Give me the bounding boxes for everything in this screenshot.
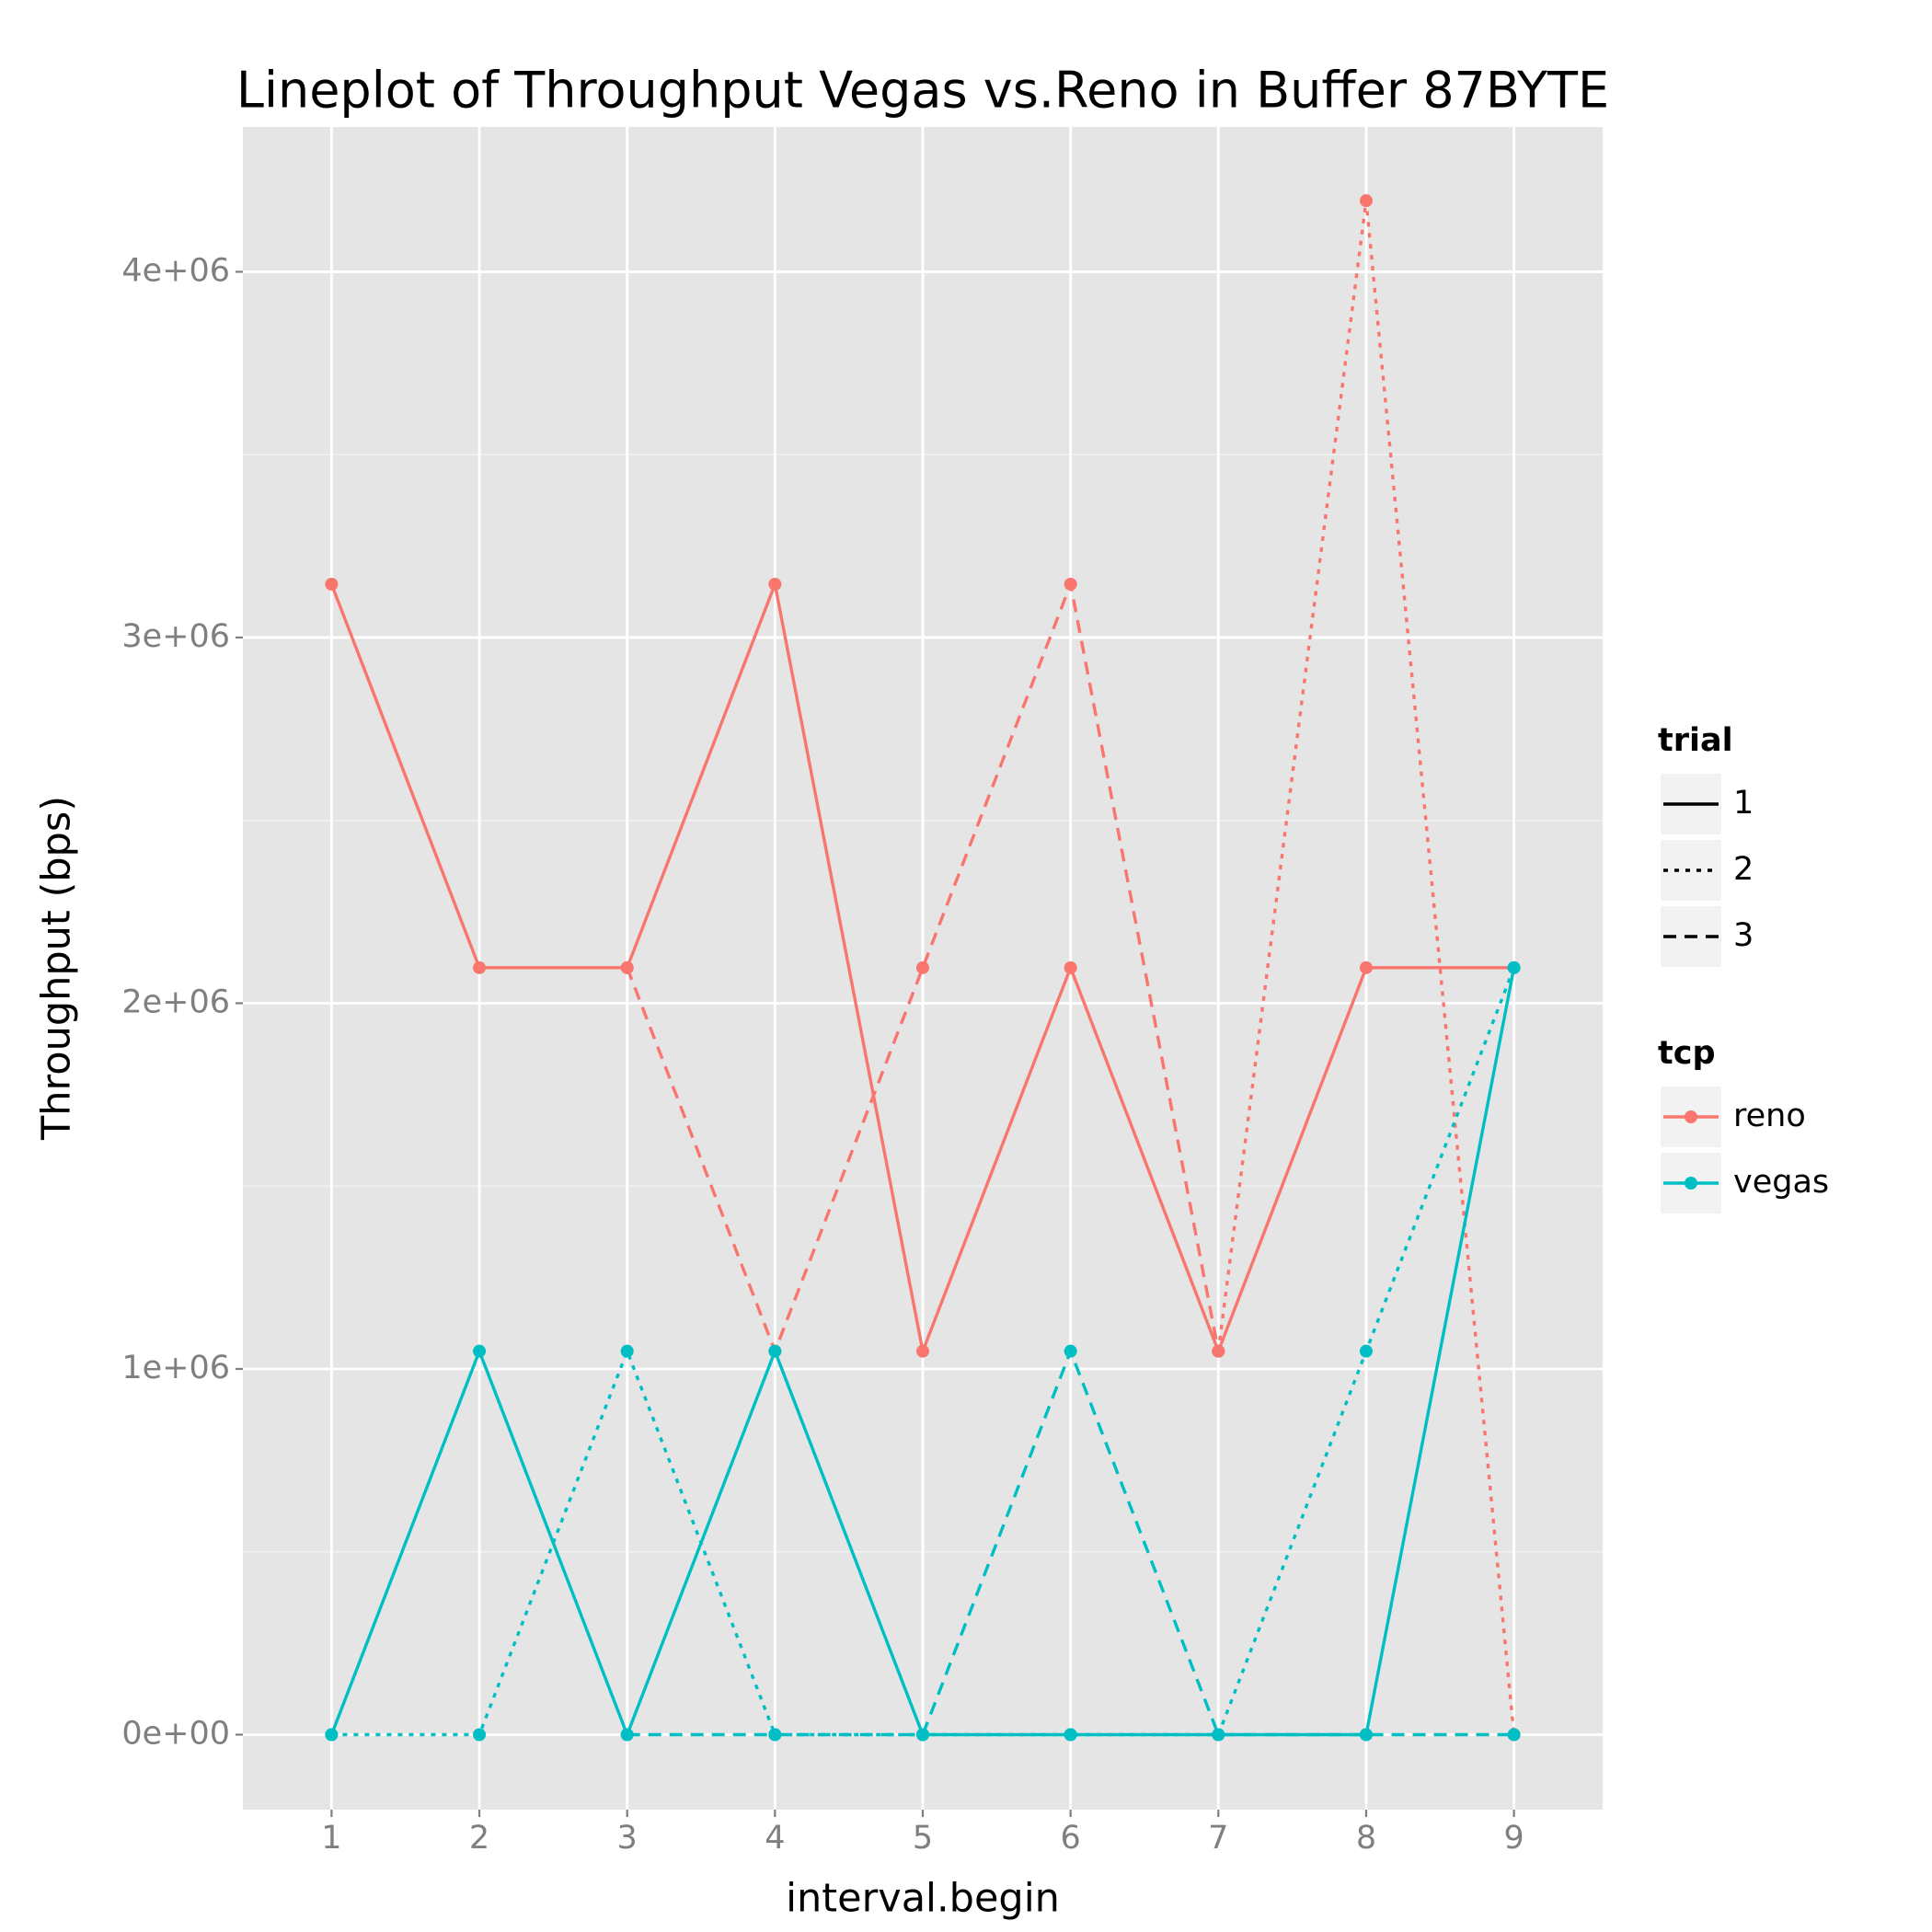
legend-title: tcp	[1658, 1035, 1716, 1072]
data-point	[1064, 960, 1077, 974]
data-point	[620, 1344, 634, 1358]
data-point	[473, 1344, 487, 1358]
data-point	[1064, 578, 1077, 592]
legend-point	[1685, 1110, 1697, 1123]
y-tick-label: 1e+06	[121, 1350, 230, 1386]
legend-title: trial	[1658, 722, 1733, 759]
data-point	[620, 960, 634, 974]
data-point	[473, 960, 487, 974]
legend-label: vegas	[1733, 1164, 1829, 1201]
legend-label: reno	[1733, 1098, 1806, 1134]
x-tick-label: 4	[765, 1820, 785, 1857]
data-point	[768, 1344, 782, 1358]
data-point	[1359, 960, 1373, 974]
x-axis-label: interval.begin	[786, 1876, 1060, 1922]
x-tick-label: 6	[1061, 1820, 1081, 1857]
data-point	[1212, 1728, 1225, 1742]
legend-label: 2	[1733, 851, 1754, 888]
data-point	[1359, 1728, 1373, 1742]
data-point	[916, 960, 929, 974]
chart-title: Lineplot of Throughput Vegas vs.Reno in …	[236, 62, 1609, 120]
x-tick-label: 3	[617, 1820, 638, 1857]
data-point	[768, 578, 782, 592]
x-tick-label: 1	[321, 1820, 341, 1857]
data-point	[620, 1728, 634, 1742]
data-point	[916, 1728, 929, 1742]
y-tick-label: 2e+06	[121, 983, 230, 1020]
data-point	[1064, 1728, 1077, 1742]
data-point	[1507, 1728, 1521, 1742]
data-point	[325, 1728, 339, 1742]
data-point	[325, 578, 339, 592]
x-tick-label: 7	[1208, 1820, 1228, 1857]
x-tick-label: 5	[913, 1820, 933, 1857]
data-point	[1359, 194, 1373, 208]
data-point	[1359, 1344, 1373, 1358]
legend-key	[1659, 838, 1723, 903]
x-tick-label: 2	[469, 1820, 489, 1857]
legend-label: 3	[1733, 917, 1754, 954]
x-tick-label: 9	[1503, 1820, 1524, 1857]
legend-point	[1685, 1177, 1697, 1190]
y-tick-label: 4e+06	[121, 252, 230, 289]
y-tick-label: 0e+00	[121, 1716, 230, 1753]
data-point	[473, 1728, 487, 1742]
data-point	[916, 1344, 929, 1358]
data-point	[1064, 1344, 1077, 1358]
data-point	[768, 1728, 782, 1742]
data-point	[1507, 960, 1521, 974]
legend-label: 1	[1733, 785, 1754, 822]
y-tick-label: 3e+06	[121, 618, 230, 655]
y-axis-label: Throughput (bps)	[34, 796, 80, 1141]
x-tick-label: 8	[1356, 1820, 1376, 1857]
series-line	[626, 578, 1220, 1356]
data-point	[1212, 1344, 1225, 1358]
